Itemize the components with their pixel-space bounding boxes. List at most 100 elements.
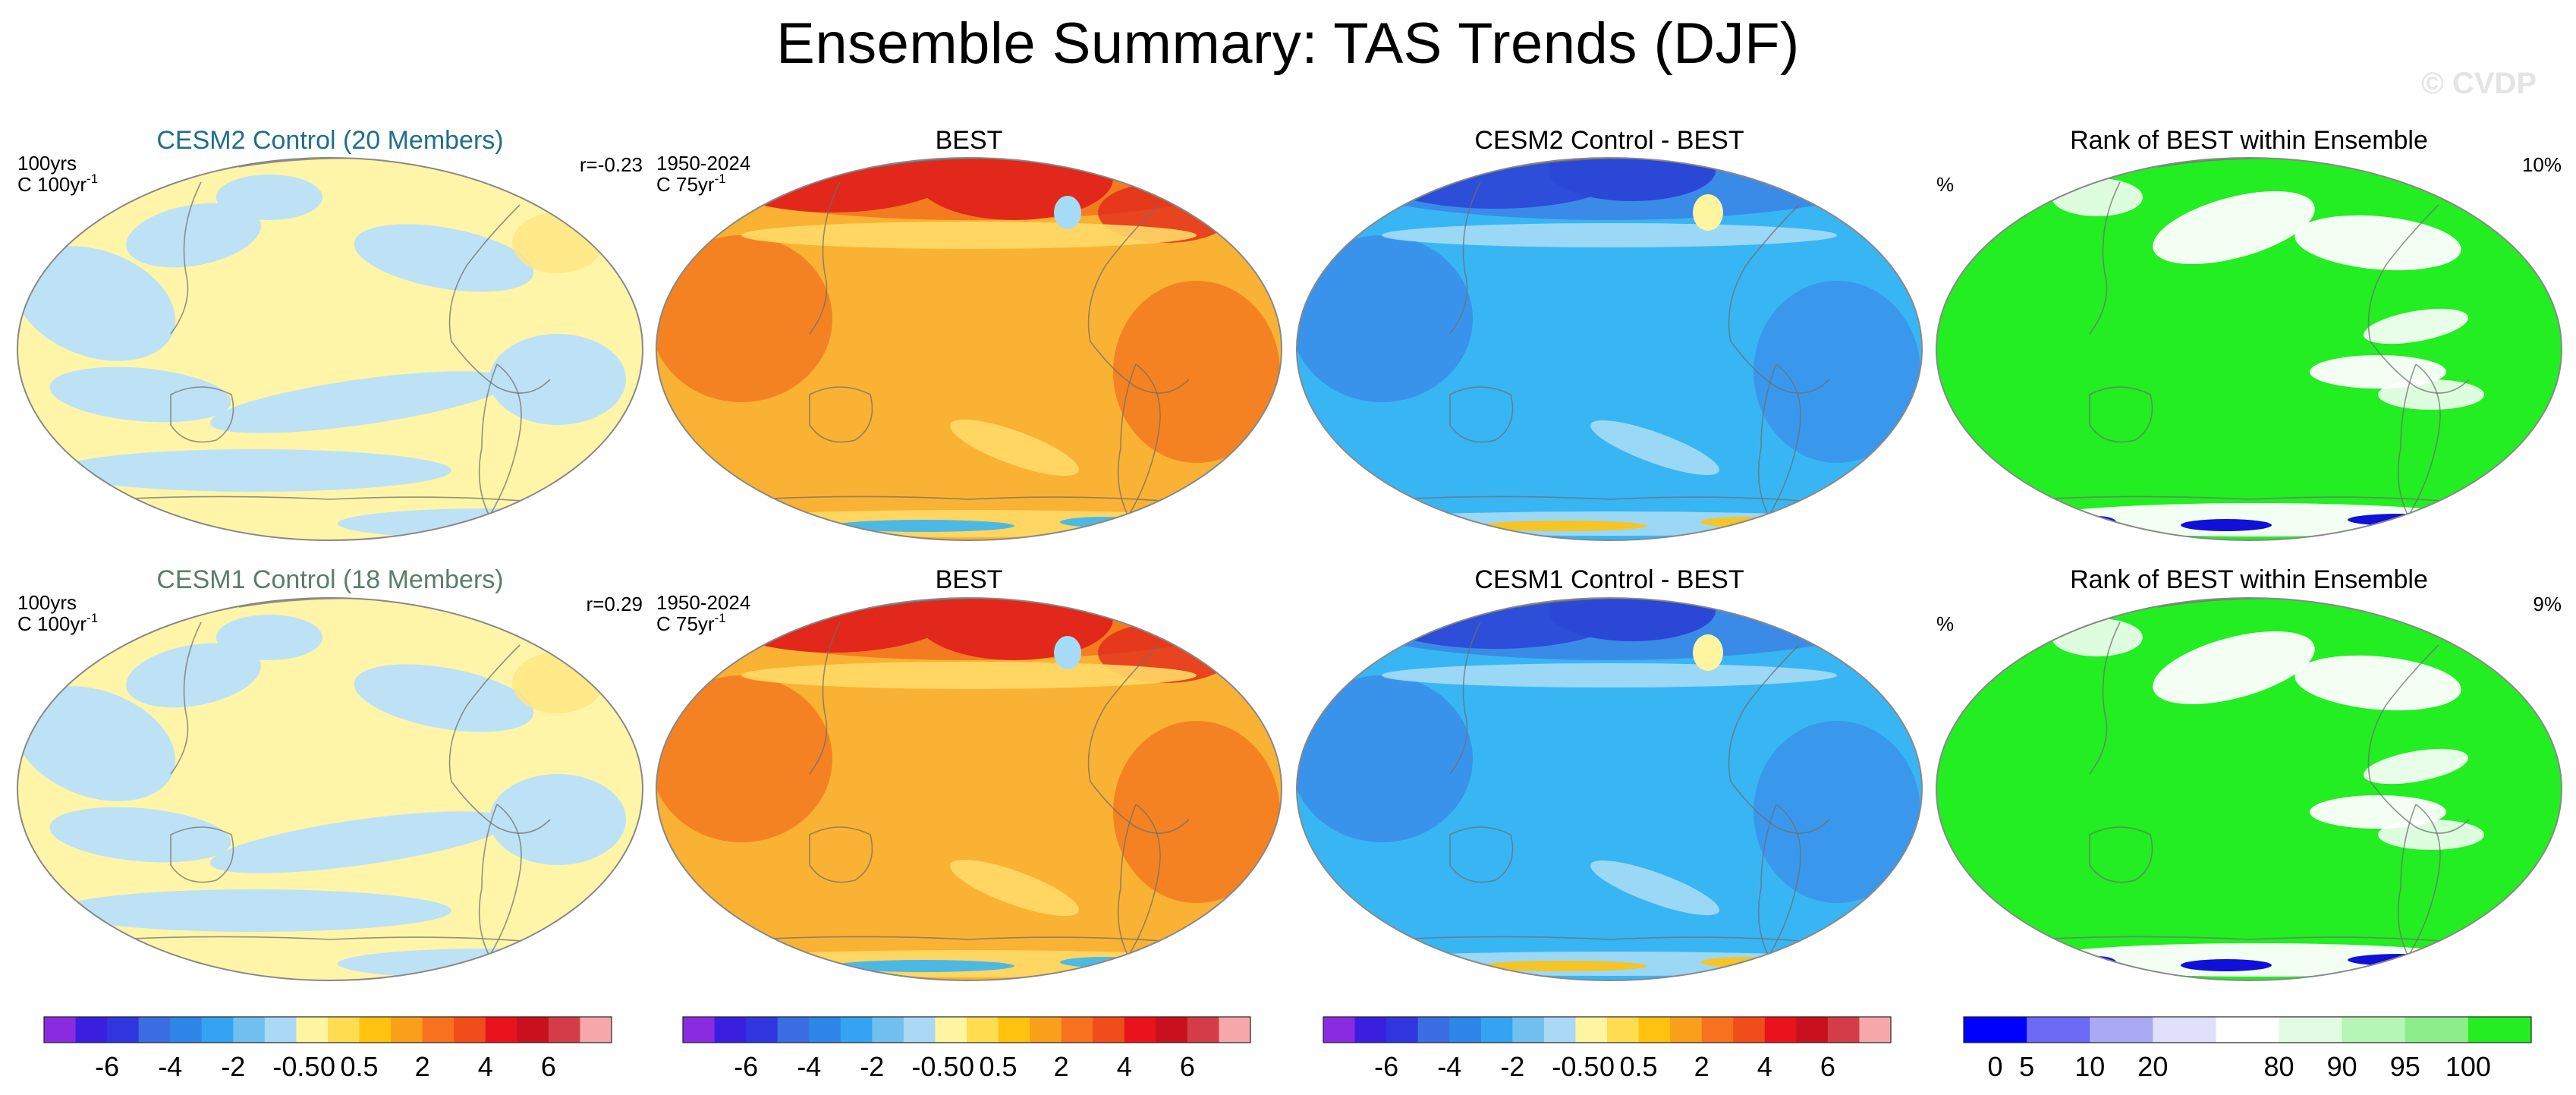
field-blob (2363, 308, 2469, 345)
colorbar-tick-label: -0.5 (272, 1051, 319, 1082)
field-blob (2294, 655, 2461, 711)
map-pale (17, 158, 643, 540)
coastline (170, 386, 234, 443)
field-blob (832, 960, 1014, 972)
colorbar-tick-label: 4 (478, 1051, 493, 1082)
colorbar-tick-label: -0.5 (1552, 1051, 1599, 1082)
panel-units-label: C 100yr-1 (17, 171, 98, 196)
field-blob (57, 449, 451, 492)
map-border (656, 597, 1282, 981)
colorbar-swatch (1670, 1017, 1703, 1043)
panel-title: Rank of BEST within Ensemble (2070, 565, 2428, 594)
colorbar-swatch (1219, 1017, 1251, 1043)
colorbar-tick-label: 0 (320, 1051, 335, 1082)
panel-period-label: 1950-2024 (656, 591, 750, 614)
colorbar-swatch (44, 1017, 77, 1043)
colorbar-swatch (1417, 1017, 1450, 1043)
map-rank (1936, 598, 2562, 980)
colorbar-swatch (872, 1017, 904, 1043)
colorbar-tick-label: 6 (1180, 1051, 1195, 1082)
watermark: © CVDP (2421, 67, 2537, 100)
colorbar-swatch (2405, 1017, 2469, 1043)
colorbar-swatch (1638, 1017, 1671, 1043)
map-border (1936, 157, 2562, 541)
field-blob (1054, 196, 1081, 229)
coastline (2089, 386, 2153, 443)
colorbar-tick-label: -2 (1500, 1051, 1524, 1082)
field-blob (1549, 598, 1716, 641)
field-blob (49, 367, 231, 423)
field-blob (950, 859, 1079, 917)
panel-title: CESM1 Control (18 Members) (156, 565, 503, 594)
coastline (1449, 386, 1514, 443)
coastline (2005, 936, 2477, 945)
colorbar-tick-label: 0 (1599, 1051, 1615, 1082)
coastline (170, 621, 202, 775)
colorbar-tick-label: 0.5 (341, 1051, 379, 1082)
colorbar-tick-label: 2 (415, 1051, 430, 1082)
field-blob (1113, 281, 1280, 463)
field-blob (2052, 618, 2143, 656)
colorbar-swatch (485, 1017, 517, 1043)
coastline (725, 496, 1197, 505)
colorbar-swatch (1323, 1017, 1356, 1043)
colorbar-swatch (903, 1017, 936, 1043)
coastline (2089, 826, 2153, 883)
coastline (86, 936, 558, 945)
colorbar-swatch (1449, 1017, 1482, 1043)
colorbar-swatch (683, 1017, 716, 1043)
colorbar-swatch (1796, 1017, 1829, 1043)
figure-title: Ensemble Summary: TAS Trends (DJF) (776, 11, 1800, 76)
colorbar-tick-label: 0.5 (980, 1051, 1018, 1082)
field-blob (2181, 519, 2272, 531)
field-blob (2294, 215, 2461, 271)
map-border (656, 157, 1282, 541)
field-blob (1480, 521, 1647, 531)
colorbar-swatch (391, 1017, 423, 1043)
field-blob (57, 889, 451, 932)
colorbar-swatch (1061, 1017, 1093, 1043)
colorbar-swatch (2467, 1017, 2532, 1043)
colorbar-tick-label: 10 (2074, 1051, 2105, 1082)
coastline (1087, 204, 1190, 394)
colorbar-rank: 0 5 10 20 80 90 95 100 (1963, 1016, 2532, 1082)
colorbar-tick-label: -4 (797, 1051, 821, 1082)
colorbar-tick-label: 0 (959, 1051, 974, 1082)
field-blob (2378, 820, 2484, 850)
field-blob (832, 520, 1014, 532)
colorbar-trend: -6 -4 -2 -0.5 0 0.5 2 4 6 (1323, 1016, 1892, 1082)
panel-stat-label: 9% (2533, 593, 2562, 615)
colorbar-trend: -6 -4 -2 -0.5 0 0.5 2 4 6 (43, 1016, 612, 1082)
colorbar-tick-label: 95 (2390, 1051, 2420, 1082)
colorbar-tick-label: 100 (2445, 1051, 2491, 1082)
colorbar-swatch (2216, 1017, 2280, 1043)
panel-stat-label: r=-0.23 (580, 153, 643, 176)
field-blob (2078, 516, 2116, 528)
colorbar-swatch (1701, 1017, 1734, 1043)
field-blob (489, 774, 626, 865)
field-blob (216, 615, 322, 660)
coastline (86, 496, 558, 505)
colorbar-frame (1323, 1016, 1892, 1043)
field-blob (950, 419, 1079, 477)
colorbar-tick-label: 20 (2137, 1051, 2168, 1082)
map-rank (1936, 158, 2562, 540)
colorbar-frame (682, 1016, 1251, 1043)
colorbar-swatch (1764, 1017, 1797, 1043)
colorbar-swatch (75, 1017, 108, 1043)
panel-stat-label: r=0.29 (587, 593, 643, 615)
colorbar-swatch (746, 1017, 778, 1043)
colorbar-swatch (454, 1017, 486, 1043)
panel-period-label: 1950-2024 (656, 152, 750, 175)
field-blob (1693, 634, 1723, 671)
coastline (170, 826, 234, 883)
coastline (1449, 181, 1481, 335)
coastline (725, 936, 1197, 945)
colorbar-swatch (967, 1017, 999, 1043)
field-blob (2029, 503, 2484, 536)
field-blob (354, 224, 534, 292)
field-blob (354, 664, 534, 732)
colorbar-swatch (777, 1017, 810, 1043)
field-blob (741, 222, 1197, 249)
coastline (1366, 496, 1838, 505)
